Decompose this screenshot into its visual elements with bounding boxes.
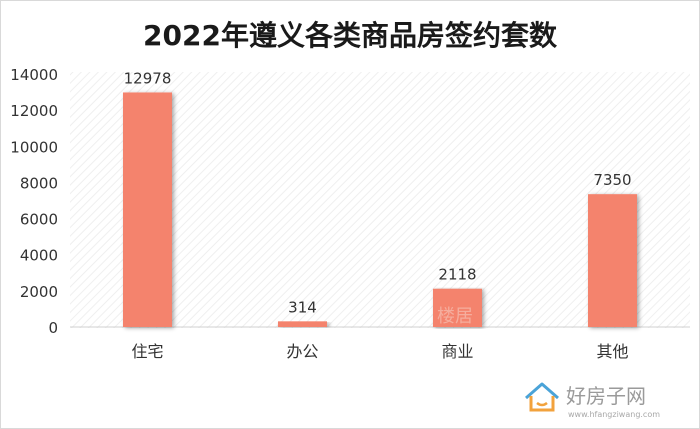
data-label: 12978 (124, 69, 172, 87)
center-watermark: 楼居 (437, 306, 473, 327)
data-label: 314 (288, 298, 317, 316)
brand-url: www.hfangziwang.com (568, 410, 660, 419)
x-tick-label: 住宅 (131, 342, 163, 361)
plot-area (70, 72, 690, 328)
x-tick-label: 商业 (441, 342, 473, 361)
data-label: 7350 (593, 171, 631, 189)
data-label: 2118 (438, 266, 476, 284)
y-tick-label: 10000 (10, 138, 58, 156)
house-icon (525, 382, 559, 412)
bar-4 (588, 194, 637, 327)
bar-2 (278, 321, 327, 327)
bar-1 (123, 92, 172, 328)
brand-name: 好房子网 (566, 384, 646, 408)
chart-title: 2022年遵义各类商品房签约套数 (143, 19, 557, 52)
bar-3 (433, 288, 482, 327)
y-tick-label: 8000 (20, 174, 58, 192)
y-tick-label: 6000 (20, 211, 58, 229)
y-tick-label: 2000 (20, 283, 58, 301)
y-tick-label: 4000 (20, 247, 58, 265)
y-tick-label: 12000 (10, 102, 58, 120)
y-tick-label: 0 (48, 319, 58, 337)
x-tick-label: 办公 (286, 342, 318, 361)
y-tick-label: 14000 (10, 66, 58, 84)
brand-watermark: 好房子网 www.hfangziwang.com (525, 382, 660, 419)
x-tick-label: 其他 (596, 342, 628, 361)
